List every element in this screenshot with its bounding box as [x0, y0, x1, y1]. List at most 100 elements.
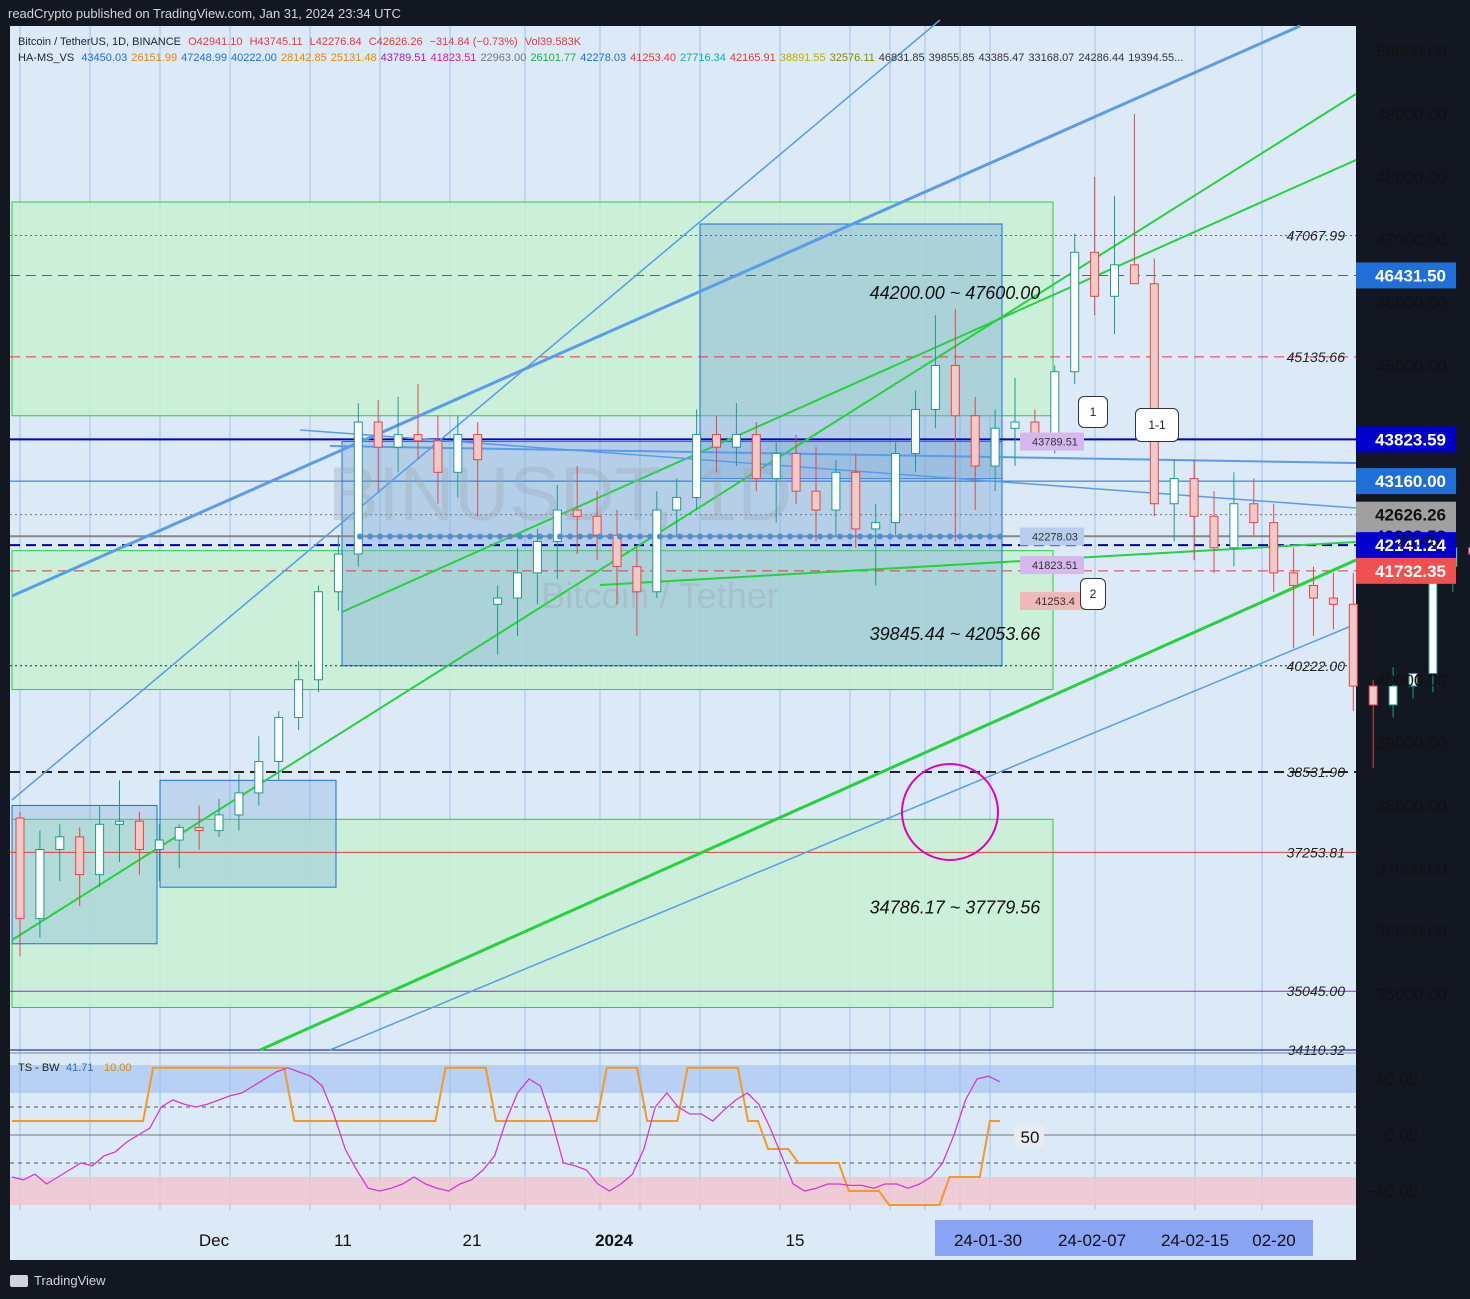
candle-body: [1368, 685, 1378, 706]
marker-dot: [457, 533, 463, 540]
candle-body: [950, 364, 960, 417]
green-trend-support: [259, 558, 1357, 1052]
candle-body: [930, 364, 940, 410]
candle-body: [731, 434, 741, 448]
marker-dot: [587, 533, 593, 540]
indicator-value: 19394.55...: [1128, 52, 1184, 64]
candle-body: [871, 522, 881, 530]
marker-dot: [417, 533, 423, 540]
indicator-value: 26151.99: [131, 52, 178, 64]
price-tag-label: 46431.50: [1375, 266, 1446, 285]
candle-body: [1070, 251, 1080, 373]
candle-body: [194, 826, 204, 832]
candle-body: [672, 496, 682, 511]
callout-2[interactable]: 2: [1080, 578, 1106, 610]
legend-indicator-row: HA-MS_VS 43450.03 26151.99 47248.99 40222.0…: [18, 50, 1187, 66]
ohlc-high: H43745.11: [249, 36, 303, 48]
y-tick-label: 36000.00: [1376, 922, 1447, 941]
candle-body: [294, 679, 304, 718]
marker-dot: [777, 533, 783, 540]
marker-dot: [637, 533, 643, 540]
candle-body: [1328, 597, 1338, 605]
blue-trend-steep: [11, 19, 941, 801]
candle-body: [1209, 515, 1219, 549]
osc-blue-line: [11, 1067, 1001, 1192]
marker-dot: [527, 533, 533, 540]
ohlc-volume: Vol39.583K: [524, 36, 582, 48]
indicator-value: 38891.55: [779, 52, 826, 64]
price-tag-label: 43160.00: [1375, 472, 1446, 491]
x-tick-label: 24-02-15: [1161, 1231, 1229, 1250]
marker-dot: [567, 533, 573, 540]
x-tick-label: 2024: [595, 1231, 633, 1250]
marker-dot: [467, 533, 473, 540]
marker-dot: [697, 533, 703, 540]
candle-body: [970, 415, 980, 467]
marker-dot: [477, 533, 483, 540]
indicator-value: 27716.34: [680, 52, 726, 64]
candle-body: [751, 434, 761, 480]
marker-dot: [667, 533, 673, 540]
level-label: 38531.90: [1287, 764, 1346, 780]
indicator-name: HA-MS_VS: [18, 52, 75, 64]
candle-body: [592, 515, 602, 536]
marker-dot: [887, 533, 893, 540]
zone-label: 44200.00 ~ 47600.00: [870, 283, 1041, 303]
level-label: 35045.00: [1287, 983, 1346, 999]
marker-dot: [837, 533, 843, 540]
marker-dot: [617, 533, 623, 540]
candle-body: [1090, 251, 1100, 297]
indicator-value: 32576.11: [829, 52, 875, 64]
marker-dot: [647, 533, 653, 540]
marker-dot: [597, 533, 603, 540]
marker-dot: [817, 533, 823, 540]
indicator-value: 42278.03: [580, 52, 627, 64]
marker-dot: [507, 533, 513, 540]
tradingview-logo-icon: [10, 1274, 28, 1287]
callout-1[interactable]: 1: [1078, 396, 1108, 428]
legend-symbol-row: Bitcoin / TetherUS, 1D, BINANCE O42941.1…: [18, 34, 1187, 50]
price-tag-label: 43823.59: [1375, 430, 1446, 449]
candle-body: [1348, 603, 1358, 687]
marker-dot: [557, 533, 563, 540]
marker-dot: [967, 533, 973, 540]
x-tick-label: Dec: [199, 1231, 230, 1250]
candle-body: [572, 509, 582, 517]
candle-body: [612, 534, 622, 568]
osc-tick-label: 40.00: [1375, 1070, 1418, 1089]
candle-body: [154, 839, 164, 850]
candle-body: [115, 820, 124, 825]
candle-body: [1229, 503, 1239, 549]
ohlc-open: O42941.10: [188, 36, 243, 48]
candle-body: [712, 434, 721, 448]
candle-body: [1249, 503, 1259, 524]
marker-dot: [847, 533, 853, 540]
candle-body: [552, 509, 562, 542]
level-tag-bg: [1020, 591, 1084, 610]
zone-label: 39845.44 ~ 42053.66: [870, 624, 1042, 644]
candle-body: [891, 452, 901, 524]
level-tag-label: 42278.03: [1032, 532, 1078, 544]
footer: TradingView: [10, 1273, 106, 1288]
osc-mid-label: 50: [1021, 1128, 1040, 1147]
callout-1-1[interactable]: 1-1: [1135, 408, 1179, 442]
price-tag-label: 42626.26: [1375, 506, 1446, 525]
osc-tick-label: 0.00: [1385, 1126, 1418, 1145]
candle-body: [692, 434, 702, 498]
candle-body: [831, 471, 841, 511]
level-label: 37253.81: [1287, 844, 1345, 860]
candle-body: [911, 408, 920, 454]
indicator-value: 47248.99: [181, 52, 227, 64]
ohlc-change: −314.84 (−0.73%): [429, 36, 518, 48]
indicator-value: 24286.44: [1078, 52, 1125, 64]
indicator-value: 43789.51: [380, 52, 427, 64]
candle-body: [1189, 478, 1199, 517]
y-tick-label: 47000.00: [1376, 231, 1447, 250]
candle-body: [1269, 522, 1279, 574]
price-tag-bg: [1356, 262, 1456, 289]
marker-dot: [877, 533, 883, 540]
indicator-value: 43450.03: [81, 52, 128, 64]
marker-dot: [797, 533, 803, 540]
x-tick-label: 24-02-07: [1058, 1231, 1126, 1250]
